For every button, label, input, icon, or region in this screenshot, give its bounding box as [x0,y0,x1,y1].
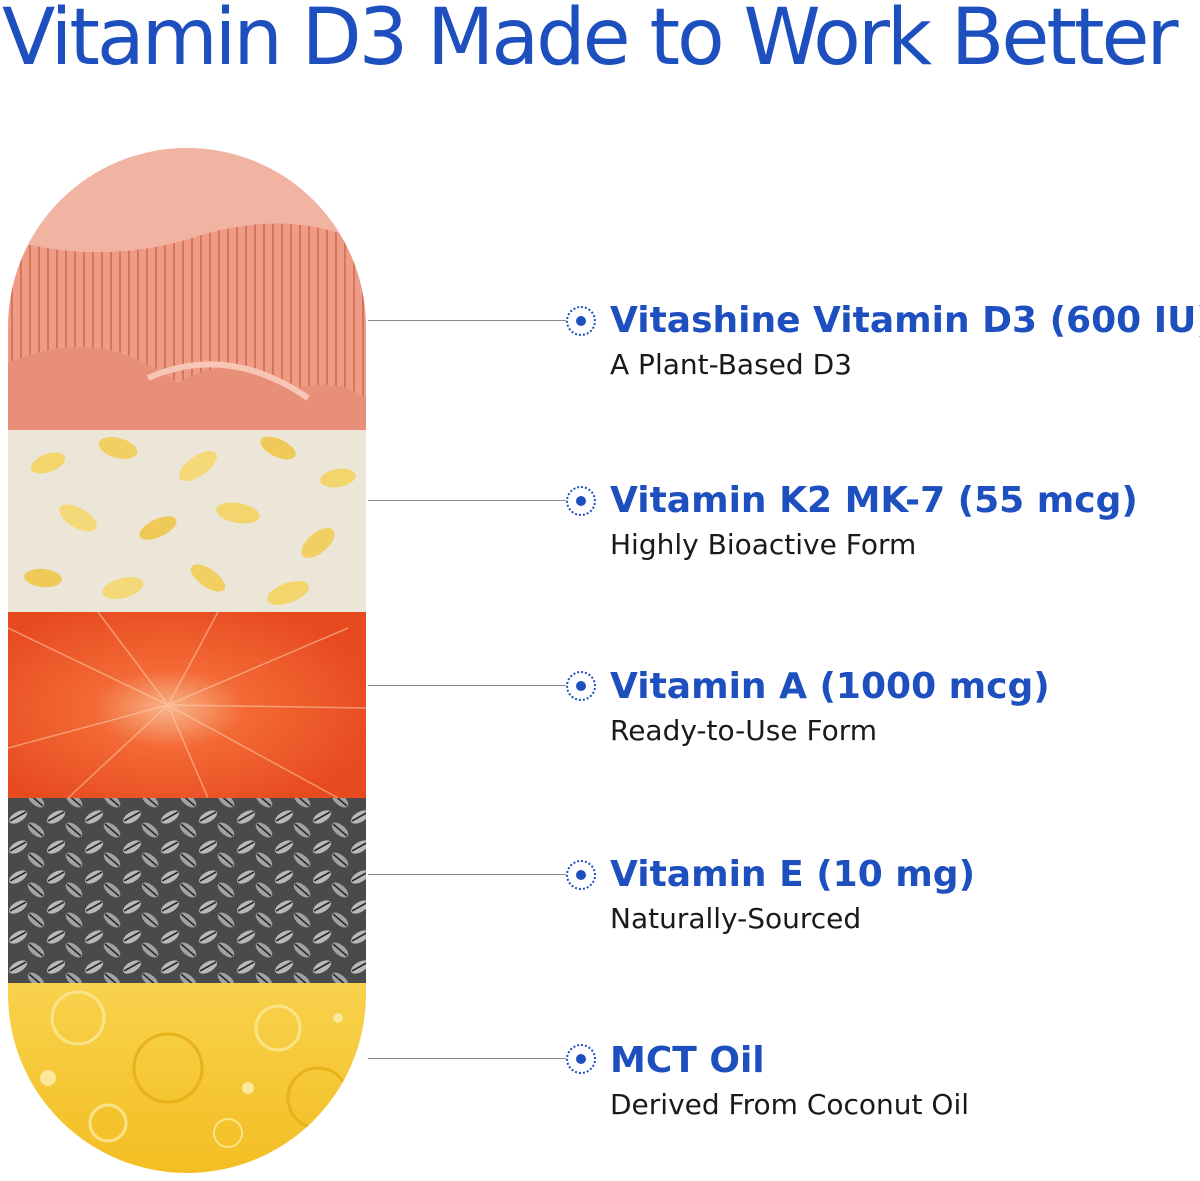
leader-line [368,1058,566,1059]
ingredient-name: MCT Oil [610,1040,765,1081]
callout-vitamin-d3: Vitashine Vitamin D3 (600 IU) A Plant-Ba… [368,300,1200,400]
carrot-band [8,611,366,799]
tempeh-band [8,430,366,612]
bullet-dot-icon [566,671,596,701]
ingredient-description: Ready-to-Use Form [610,714,878,747]
ingredient-capsule-illustration [8,148,366,1173]
page-title: Vitamin D3 Made to Work Better [2,0,1179,83]
bullet-dot-icon [566,1044,596,1074]
oil-band [8,983,366,1173]
leader-line [368,320,566,321]
bullet-dot-icon [566,860,596,890]
callout-vitamin-k2: Vitamin K2 MK-7 (55 mcg) Highly Bioactiv… [368,480,1198,580]
ingredient-description: A Plant-Based D3 [610,348,852,381]
leader-line [368,874,566,875]
sunflower-seeds-band [8,798,366,983]
ingredient-description: Naturally-Sourced [610,902,862,935]
bullet-dot-icon [566,486,596,516]
leader-line [368,500,566,501]
callout-vitamin-a: Vitamin A (1000 mcg) Ready-to-Use Form [368,666,1198,766]
callout-vitamin-e: Vitamin E (10 mg) Naturally-Sourced [368,854,1198,954]
ingredient-name: Vitamin K2 MK-7 (55 mcg) [610,480,1138,521]
ingredient-name: Vitamin A (1000 mcg) [610,666,1050,707]
callout-mct-oil: MCT Oil Derived From Coconut Oil [368,1040,1198,1140]
bullet-dot-icon [566,306,596,336]
mushroom-band [8,148,366,430]
leader-line [368,685,566,686]
ingredient-name: Vitashine Vitamin D3 (600 IU) [610,300,1200,341]
ingredient-description: Derived From Coconut Oil [610,1088,969,1121]
ingredient-description: Highly Bioactive Form [610,528,917,561]
ingredient-name: Vitamin E (10 mg) [610,854,976,895]
